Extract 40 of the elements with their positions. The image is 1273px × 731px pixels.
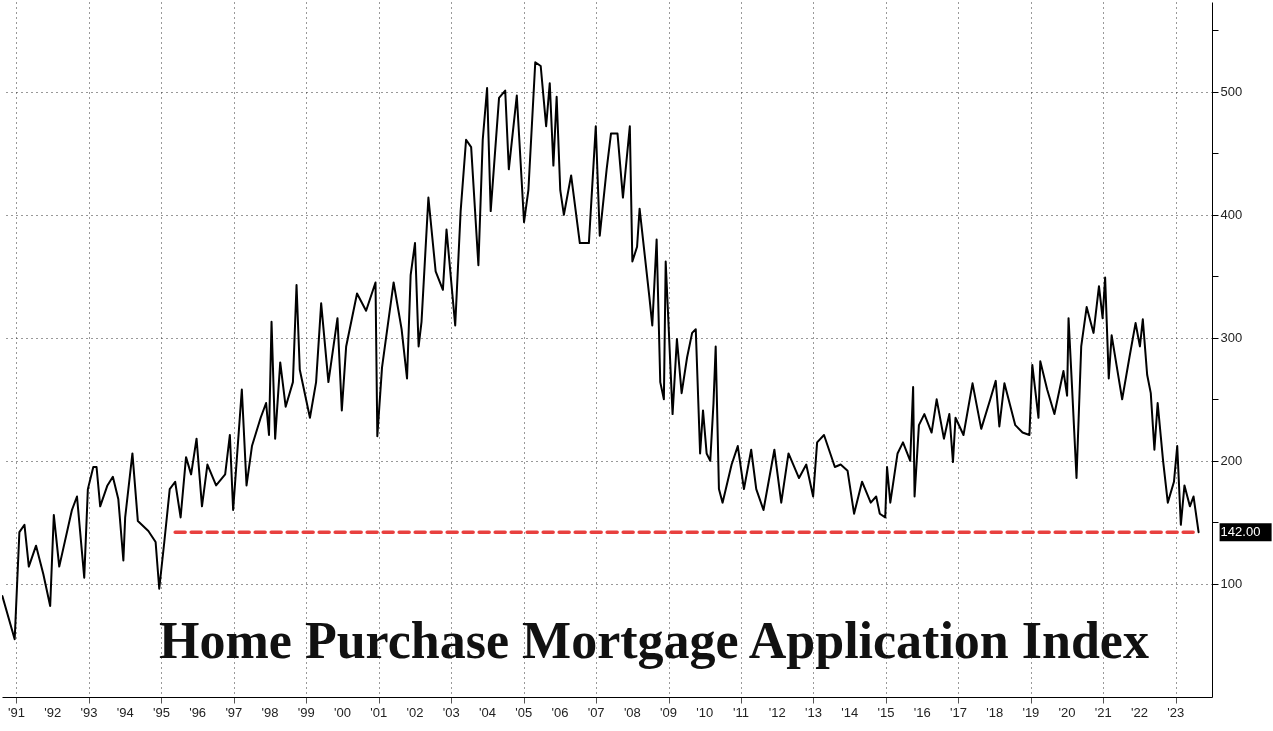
x-tick-label: '17 bbox=[949, 705, 967, 720]
x-tick-label: '14 bbox=[841, 705, 859, 720]
y-tick-label: 400 bbox=[1220, 207, 1243, 223]
y-tick-label: 500 bbox=[1220, 84, 1243, 100]
x-tick-label: '99 bbox=[297, 705, 315, 720]
x-tick-label: '19 bbox=[1022, 705, 1040, 720]
x-tick-label: '15 bbox=[877, 705, 895, 720]
x-tick-label: '20 bbox=[1058, 705, 1076, 720]
x-tick-label: '16 bbox=[913, 705, 931, 720]
x-tick-label: '22 bbox=[1131, 705, 1149, 720]
x-tick-label: '07 bbox=[587, 705, 605, 720]
x-tick-label: '21 bbox=[1094, 705, 1112, 720]
x-tick-label: '96 bbox=[189, 705, 207, 720]
x-tick-label: '04 bbox=[478, 705, 496, 720]
x-tick-label: '12 bbox=[768, 705, 786, 720]
x-tick-label: '01 bbox=[370, 705, 388, 720]
x-tick-label: '00 bbox=[334, 705, 352, 720]
x-tick-label: '11 bbox=[733, 705, 750, 720]
x-tick-label: '05 bbox=[515, 705, 533, 720]
x-tick-label: '98 bbox=[261, 705, 279, 720]
x-tick-label: '18 bbox=[986, 705, 1004, 720]
x-tick-label: '13 bbox=[805, 705, 822, 720]
x-tick-label: '03 bbox=[442, 705, 460, 720]
y-tick-label: 200 bbox=[1220, 453, 1243, 469]
x-tick-label: '02 bbox=[406, 705, 424, 720]
x-tick-label: '08 bbox=[623, 705, 641, 720]
y-tick-label: 100 bbox=[1220, 576, 1243, 592]
x-tick-label: '09 bbox=[660, 705, 678, 720]
y-tick-label: 300 bbox=[1220, 330, 1243, 346]
x-tick-label: '91 bbox=[8, 705, 25, 720]
x-tick-label: '92 bbox=[44, 705, 62, 720]
text: Home Purchase Mortgage Application Index bbox=[159, 612, 1149, 669]
x-tick-label: '23 bbox=[1167, 705, 1185, 720]
x-tick-label: '97 bbox=[225, 705, 243, 720]
x-tick-label: '10 bbox=[696, 705, 714, 720]
x-tick-label: '95 bbox=[152, 705, 170, 720]
x-tick-label: '94 bbox=[116, 705, 134, 720]
x-tick-label: '93 bbox=[80, 705, 98, 720]
annotation: 142.00 bbox=[1220, 524, 1261, 540]
x-tick-label: '06 bbox=[551, 705, 569, 720]
